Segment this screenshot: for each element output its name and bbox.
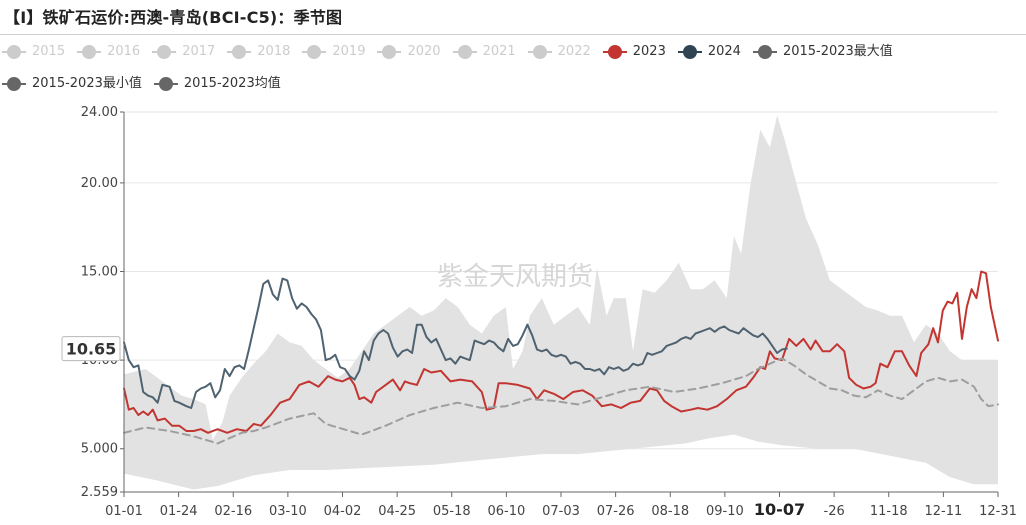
y-tick-label: 5.000 <box>81 442 118 457</box>
x-tick-label: 03-10 <box>269 504 307 519</box>
legend-item-2019[interactable]: 2019 <box>302 38 365 66</box>
legend-marker-icon <box>77 45 102 59</box>
legend-marker-icon <box>302 45 327 59</box>
legend-label: 2015-2023均值 <box>183 76 281 91</box>
legend-item-2015-2023最大值[interactable]: 2015-2023最大值 <box>752 38 893 66</box>
legend-item-2016[interactable]: 2016 <box>77 38 140 66</box>
y-pointer-label: 10.65 <box>66 340 117 359</box>
x-tick-label: 09-10 <box>706 504 744 519</box>
band-area <box>124 115 998 490</box>
series-line-2023 <box>123 270 999 434</box>
series-lines <box>123 270 999 445</box>
chart-title: 【I】铁矿石运价:西澳-青岛(BCI-C5)：季节图 <box>4 8 343 27</box>
legend-item-2017[interactable]: 2017 <box>152 38 215 66</box>
legend-item-2015-2023最小值[interactable]: 2015-2023最小值 <box>2 70 142 98</box>
axes: 24.0020.0015.0010.005.0002.55901-0101-24… <box>61 105 1017 519</box>
legend: 2015 2016 2017 2018 2019 2020 2021 2022 2023 2024… <box>2 38 1022 102</box>
x-tick-label: -26 <box>824 504 845 519</box>
legend-label: 2021 <box>482 44 516 59</box>
legend-marker-icon <box>677 45 702 59</box>
x-tick-label: 12-11 <box>924 504 962 519</box>
legend-marker-icon <box>752 45 777 59</box>
x-tick-label: 07-03 <box>542 504 580 519</box>
legend-item-2018[interactable]: 2018 <box>227 38 290 66</box>
x-tick-label-highlight: 10-07 <box>754 500 805 519</box>
y-tick-label: 24.00 <box>81 105 118 120</box>
legend-marker-icon <box>152 45 177 59</box>
legend-label: 2023 <box>632 44 666 59</box>
x-tick-label: 11-18 <box>870 504 908 519</box>
legend-label: 2015-2023最大值 <box>782 44 893 59</box>
min-max-band <box>124 115 998 490</box>
legend-label: 2019 <box>332 44 366 59</box>
series-line-2015-2023均值 <box>123 357 999 445</box>
legend-label: 2015 <box>32 44 66 59</box>
y-tick-label: 15.00 <box>81 265 118 280</box>
title-divider <box>0 34 1026 35</box>
legend-label: 2015-2023最小值 <box>32 76 142 91</box>
legend-label: 2016 <box>107 44 141 59</box>
legend-marker-icon <box>452 45 477 59</box>
legend-label: 2017 <box>182 44 216 59</box>
legend-label: 2024 <box>707 44 741 59</box>
y-tick-label: 20.00 <box>81 176 118 191</box>
x-tick-label: 04-02 <box>324 504 362 519</box>
x-tick-label: 05-18 <box>433 504 471 519</box>
x-tick-label: 01-01 <box>105 504 143 519</box>
legend-item-2024[interactable]: 2024 <box>677 38 741 66</box>
legend-item-2015-2023均值[interactable]: 2015-2023均值 <box>153 70 281 98</box>
legend-label: 2018 <box>257 44 291 59</box>
legend-item-2015[interactable]: 2015 <box>2 38 65 66</box>
legend-marker-icon <box>527 45 552 59</box>
legend-marker-icon <box>602 45 627 59</box>
legend-marker-icon <box>2 77 26 91</box>
watermark: 紫金天风期货 <box>437 262 593 292</box>
legend-marker-icon <box>377 45 402 59</box>
x-tick-label: 04-25 <box>378 504 416 519</box>
y-tick-label: 2.559 <box>81 485 118 500</box>
x-tick-label: 08-18 <box>651 504 689 519</box>
legend-label: 2022 <box>557 44 591 59</box>
legend-item-2020[interactable]: 2020 <box>377 38 441 66</box>
legend-label: 2020 <box>407 44 441 59</box>
legend-marker-icon <box>153 77 178 91</box>
legend-item-2023[interactable]: 2023 <box>602 38 666 66</box>
legend-item-2022[interactable]: 2022 <box>527 38 591 66</box>
x-tick-label: 12-31 <box>979 504 1017 519</box>
x-tick-label: 06-10 <box>487 504 525 519</box>
x-tick-label: 01-24 <box>160 504 198 519</box>
legend-marker-icon <box>2 45 26 59</box>
x-tick-label: 02-16 <box>214 504 252 519</box>
legend-marker-icon <box>227 45 252 59</box>
y-pointer-box <box>61 336 121 362</box>
series-line-2024 <box>123 277 788 409</box>
x-tick-label: 07-26 <box>597 504 635 519</box>
legend-item-2021[interactable]: 2021 <box>452 38 516 66</box>
